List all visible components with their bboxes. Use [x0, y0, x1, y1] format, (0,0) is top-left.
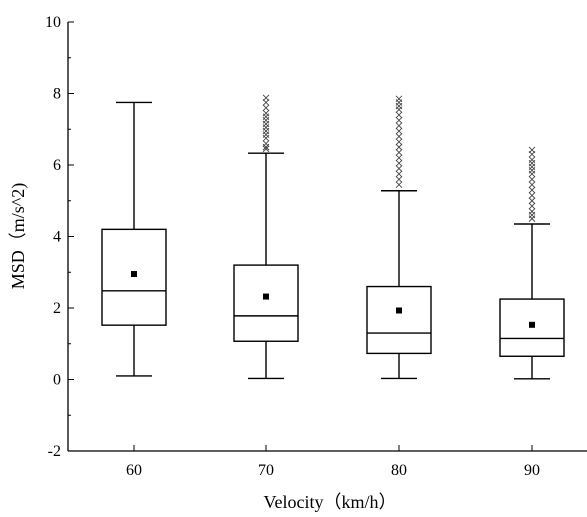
- outlier-point: [395, 149, 403, 156]
- outlier-point: [528, 208, 536, 215]
- outlier-point: [528, 186, 536, 194]
- box-90: [499, 146, 565, 380]
- mean-marker: [263, 293, 269, 300]
- outlier-point: [528, 156, 536, 163]
- outlier-point: [395, 111, 403, 119]
- y-tick-label: 4: [53, 229, 61, 246]
- mean-marker: [529, 321, 535, 328]
- outlier-point: [262, 140, 270, 147]
- iqr-box: [101, 228, 167, 326]
- iqr-box: [366, 285, 432, 355]
- x-tick-label: 60: [126, 462, 142, 479]
- y-tick-label: 10: [45, 14, 61, 31]
- y-axis-ticks: -2 0 2 4 6 8 10: [45, 14, 74, 460]
- mean-marker: [131, 271, 137, 278]
- axes: [67, 22, 587, 452]
- box-60: [101, 101, 167, 377]
- outlier-point: [395, 143, 403, 151]
- outlier-point: [395, 127, 403, 135]
- y-tick-label: 8: [53, 86, 61, 103]
- outlier-point: [395, 175, 403, 183]
- y-tick-label: 2: [53, 300, 61, 317]
- y-axis-title: MSD（m/s^2): [8, 183, 29, 289]
- outlier-point: [262, 104, 270, 112]
- y-tick-label: 6: [53, 157, 61, 174]
- outlier-point: [395, 159, 403, 167]
- outlier-point: [395, 154, 403, 162]
- outlier-point: [528, 197, 536, 205]
- x-axis-ticks: 60 70 80 90: [126, 445, 540, 479]
- outlier-point: [528, 192, 536, 199]
- box-80: [366, 95, 432, 380]
- box-70: [233, 94, 299, 380]
- x-axis-title: Velocity（km/h）: [264, 492, 397, 512]
- x-tick-label: 90: [524, 462, 540, 479]
- outlier-point: [395, 181, 403, 188]
- mean-marker: [396, 307, 402, 314]
- outlier-point: [395, 116, 403, 124]
- y-tick-label: 0: [53, 372, 61, 389]
- outlier-point: [395, 95, 403, 103]
- outlier-point: [528, 181, 536, 188]
- x-tick-label: 70: [258, 462, 274, 479]
- box-series: [101, 94, 565, 380]
- outlier-point: [262, 109, 270, 117]
- outlier-point: [262, 94, 270, 102]
- outlier-point: [528, 175, 536, 183]
- outlier-point: [528, 146, 536, 154]
- outlier-point: [262, 99, 270, 106]
- iqr-box: [499, 298, 565, 357]
- y-tick-label: -2: [48, 443, 61, 460]
- outlier-point: [395, 170, 403, 178]
- outlier-point: [395, 133, 403, 140]
- x-tick-label: 80: [391, 462, 407, 479]
- outlier-point: [395, 165, 403, 172]
- outlier-point: [262, 145, 270, 153]
- iqr-box: [233, 264, 299, 342]
- outlier-point: [395, 122, 403, 129]
- outlier-point: [528, 202, 536, 210]
- outlier-point: [395, 138, 403, 146]
